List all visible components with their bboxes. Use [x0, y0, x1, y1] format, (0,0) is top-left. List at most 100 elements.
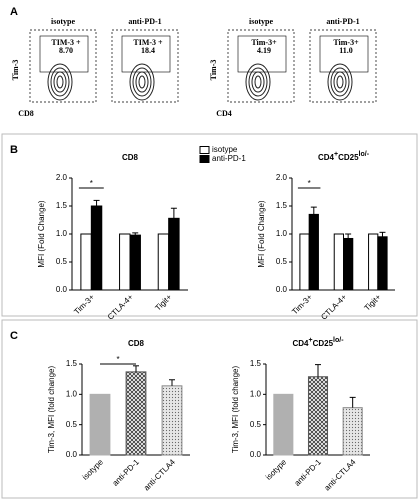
bar [129, 234, 141, 291]
x-tick-label: anti-PD-1 [111, 457, 142, 488]
y-tick-label: 1.0 [66, 389, 78, 398]
x-tick-label: isotype [81, 457, 106, 482]
contour [330, 67, 350, 97]
x-tick-label: Tim-3+ [72, 292, 96, 316]
x-axis-label: CD4 [216, 109, 232, 118]
bar [168, 217, 180, 291]
gate-value: 11.0 [339, 46, 353, 55]
error-bar [315, 364, 321, 377]
y-tick-label: 0.5 [56, 257, 68, 266]
y-tick-label: 1.0 [56, 229, 68, 238]
y-axis-label: MFI (Fold Change) [37, 200, 46, 267]
sig-label: * [90, 179, 93, 188]
y-tick-label: 0.5 [250, 420, 262, 429]
y-tick-label: 1.5 [56, 201, 68, 210]
chart-title: CD8 [122, 153, 139, 162]
bar [80, 233, 92, 291]
y-axis-label: Tim-3 [11, 60, 20, 81]
title-part: CD25 [338, 153, 359, 162]
bar [342, 407, 363, 456]
x-tick-label: anti-PD-1 [293, 457, 324, 488]
y-tick-label: 0.0 [250, 450, 262, 459]
contour [251, 71, 265, 93]
gate-label: Tim-3+ [333, 38, 359, 47]
contour [47, 63, 73, 101]
y-tick-label: 1.5 [66, 359, 78, 368]
title-part: lo/- [333, 337, 344, 344]
bar [90, 205, 103, 291]
contour [129, 63, 155, 101]
contour [53, 71, 67, 93]
error-bar [310, 206, 317, 215]
bar [333, 233, 345, 291]
legend-label: anti-PD-1 [212, 154, 246, 163]
x-tick-label: Tigit+ [363, 292, 383, 312]
title-part: CD8 [122, 153, 139, 162]
y-tick-label: 2.0 [56, 173, 68, 182]
y-tick-label: 1.0 [276, 229, 288, 238]
bar [299, 233, 310, 291]
legend-label: isotype [212, 145, 238, 154]
y-tick-label: 2.0 [276, 173, 288, 182]
chart-title: CD4+CD25lo/- [292, 337, 344, 348]
y-tick-label: 0.0 [66, 450, 78, 459]
bar [89, 393, 111, 456]
sig-label: * [116, 355, 119, 364]
error-bar [345, 233, 352, 239]
title-part: + [308, 337, 312, 344]
bar [119, 233, 131, 291]
error-bar [132, 232, 139, 236]
contour [245, 63, 271, 101]
plot-title: anti-PD-1 [128, 17, 161, 26]
contour [327, 63, 353, 101]
title-part: lo/- [359, 151, 370, 158]
y-tick-label: 1.5 [276, 201, 288, 210]
error-bar [379, 231, 386, 237]
y-tick-label: 0.0 [56, 285, 68, 294]
y-axis-label: MFI (Fold Change) [257, 200, 266, 267]
y-tick-label: 1.0 [250, 389, 262, 398]
plot-frame [29, 29, 97, 103]
y-axis-label: Tim-3, MFI (fold change) [231, 366, 240, 454]
panel-frame [1, 319, 418, 499]
bar [343, 237, 354, 291]
plot-frame [111, 29, 179, 103]
x-tick-label: Tim-3+ [290, 292, 314, 316]
gate-value: 18.4 [141, 46, 155, 55]
gate-value: 4.19 [257, 46, 271, 55]
contour [56, 75, 64, 89]
y-tick-label: 1.5 [250, 359, 262, 368]
gate-value: 8.70 [59, 46, 73, 55]
y-tick-label: 0.5 [276, 257, 288, 266]
contour [138, 75, 146, 89]
x-tick-label: isotype [264, 457, 289, 482]
title-part: CD25 [313, 339, 334, 348]
sig-label: * [308, 179, 311, 188]
bar [273, 393, 294, 456]
panel-frame [1, 133, 418, 317]
error-bar [93, 199, 100, 206]
x-tick-label: anti-CTLA4 [142, 457, 177, 492]
y-tick-label: 0.5 [66, 420, 78, 429]
panel-label: B [10, 144, 18, 156]
y-axis-label: Tim-3 [209, 60, 218, 81]
x-tick-label: CTLA-4+ [319, 292, 348, 321]
title-part: CD4 [292, 339, 309, 348]
gate-label: TIM-3 + [51, 38, 81, 47]
gate-label: Tim-3+ [251, 38, 277, 47]
plot-title: anti-PD-1 [326, 17, 359, 26]
gate-label: TIM-3 + [133, 38, 163, 47]
panel-label: C [10, 330, 18, 342]
x-tick-label: anti-CTLA4 [323, 457, 358, 492]
contour [254, 75, 262, 89]
panel-label: A [10, 6, 18, 18]
plot-frame [227, 29, 295, 103]
contour [50, 67, 70, 97]
error-bar [170, 207, 177, 219]
legend-swatch [199, 146, 210, 154]
title-part: + [334, 151, 338, 158]
title-part: CD4 [318, 153, 335, 162]
gate [237, 35, 287, 73]
x-axis-label: CD8 [18, 109, 34, 118]
contour [135, 71, 149, 93]
